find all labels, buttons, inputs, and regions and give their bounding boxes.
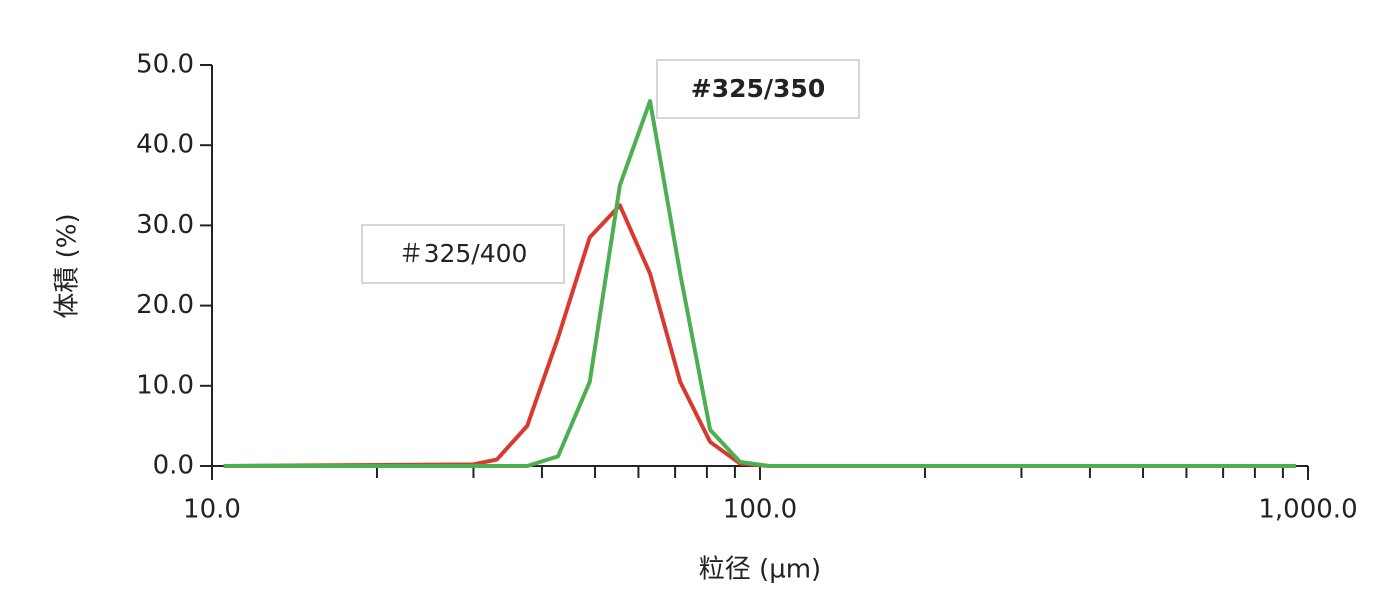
label-box — [656, 59, 860, 119]
y-tick-label: 0.0 — [153, 451, 194, 481]
label-box — [361, 224, 565, 284]
series-line — [223, 99, 1296, 468]
y-tick-label: 10.0 — [136, 370, 194, 400]
y-tick-label: 50.0 — [136, 50, 194, 80]
series-label: ＃325/400 — [399, 239, 528, 268]
y-tick-label: 40.0 — [136, 130, 194, 160]
x-axis-label: 粒径 (µm) — [699, 555, 821, 585]
x-tick-label: 1,000.0 — [1258, 495, 1357, 525]
x-tick-label: 10.0 — [183, 495, 241, 525]
y-tick-label: 30.0 — [136, 210, 194, 240]
x-tick-label: 100.0 — [723, 495, 797, 525]
series-label: #325/350 — [691, 74, 825, 103]
y-tick-label: 20.0 — [136, 290, 194, 320]
y-axis-label: 体積 (%) — [53, 213, 83, 318]
